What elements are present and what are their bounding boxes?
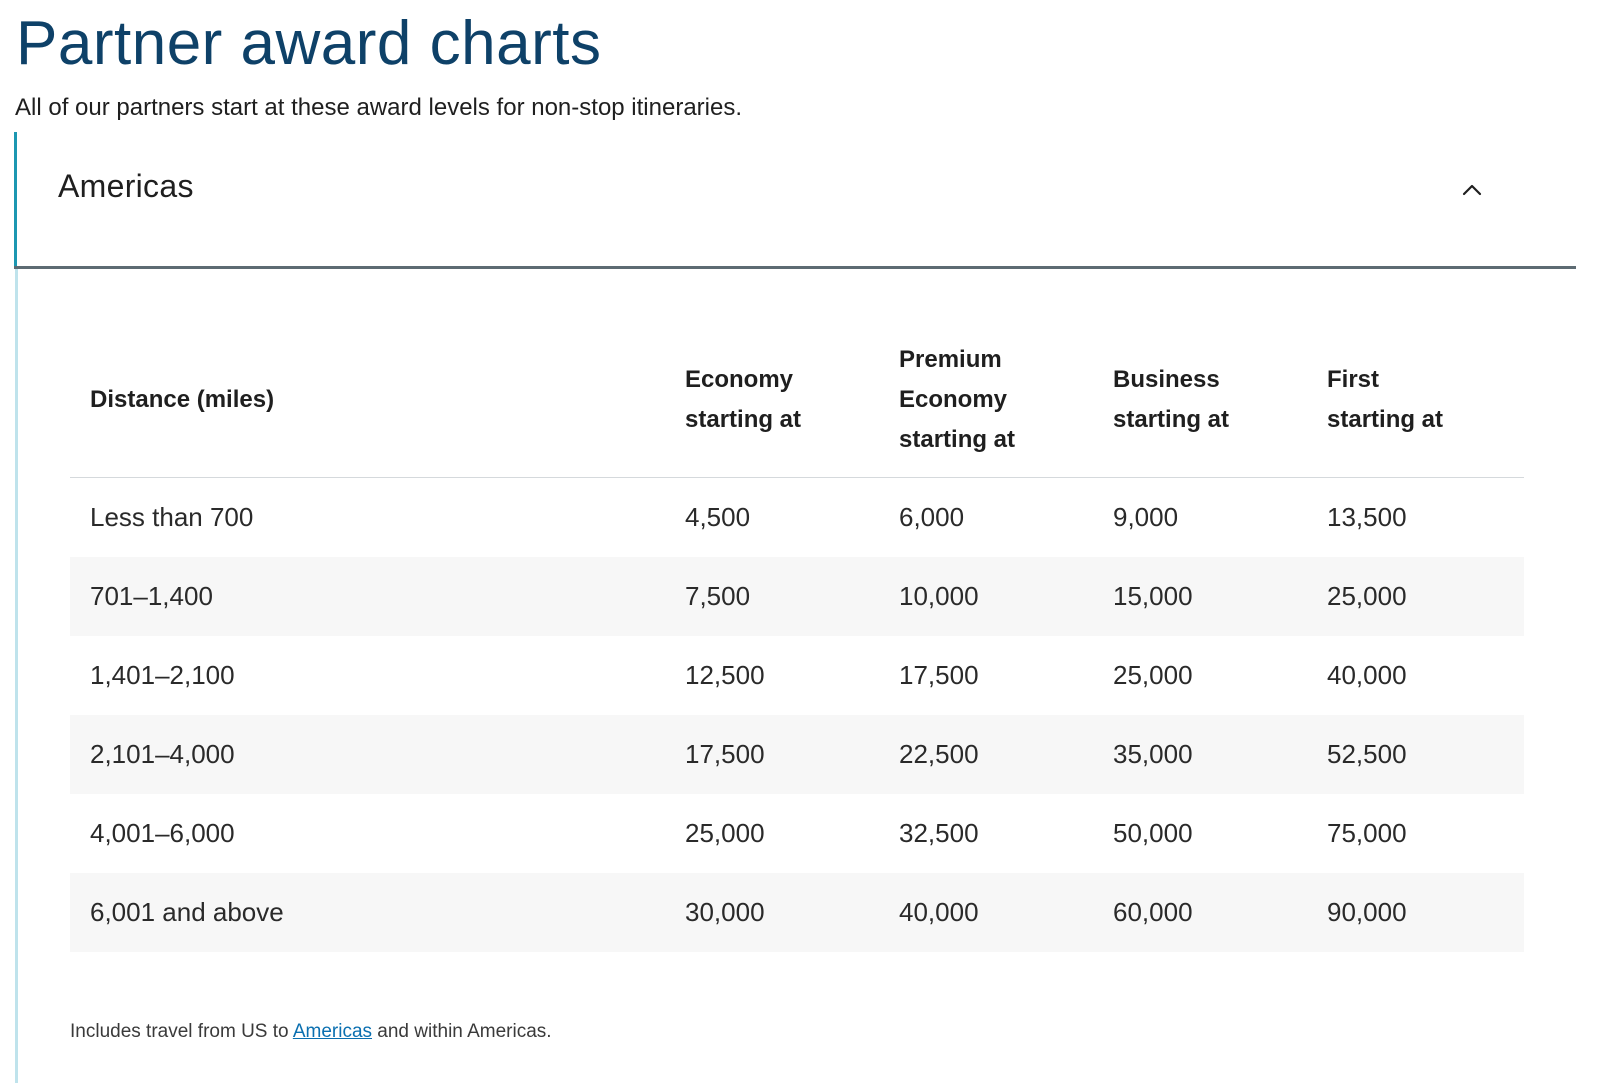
table-row: 6,001 and above 30,000 40,000 60,000 90,… <box>70 873 1524 952</box>
footnote-prefix: Includes travel from US to <box>70 1021 289 1042</box>
page-subtitle: All of our partners start at these award… <box>15 94 743 121</box>
cell-business: 50,000 <box>1113 818 1193 848</box>
table-row: 701–1,400 7,500 10,000 15,000 25,000 <box>70 557 1524 636</box>
cell-premium-economy: 17,500 <box>899 660 979 690</box>
header-first-line2: starting at <box>1327 405 1444 433</box>
cell-first: 13,500 <box>1327 502 1407 532</box>
header-first: First starting at <box>1307 322 1524 478</box>
table-row: Less than 700 4,500 6,000 9,000 13,500 <box>70 478 1524 558</box>
footnote-suffix: and within Americas. <box>377 1021 552 1042</box>
cell-business: 15,000 <box>1093 557 1307 636</box>
cell-first: 75,000 <box>1327 818 1407 848</box>
cell-economy: 4,500 <box>685 502 751 532</box>
cell-distance: 701–1,400 <box>70 557 665 636</box>
header-business-line2: starting at <box>1113 405 1230 433</box>
header-first-line1: First <box>1327 365 1380 393</box>
cell-premium-economy: 40,000 <box>879 873 1093 952</box>
page-title: Partner award charts <box>16 9 602 78</box>
cell-business: 60,000 <box>1093 873 1307 952</box>
footnote: Includes travel from US to Americas and … <box>70 1021 552 1043</box>
header-business-line1: Business <box>1113 365 1220 393</box>
accordion-header-americas[interactable]: Americas <box>14 132 1576 269</box>
cell-first: 52,500 <box>1307 715 1524 794</box>
accordion-panel-rail <box>15 268 18 1083</box>
award-chart-table: Distance (miles) Economy starting at Pre… <box>70 322 1524 952</box>
cell-economy: 12,500 <box>685 660 765 690</box>
cell-economy: 17,500 <box>665 715 879 794</box>
cell-economy: 7,500 <box>665 557 879 636</box>
table-row: 1,401–2,100 12,500 17,500 25,000 40,000 <box>70 636 1524 715</box>
header-premium-line1: Premium <box>899 345 1002 373</box>
cell-premium-economy: 22,500 <box>879 715 1093 794</box>
header-economy: Economy starting at <box>665 322 879 478</box>
accordion-accent-rail <box>14 132 17 268</box>
table-row: 2,101–4,000 17,500 22,500 35,000 52,500 <box>70 715 1524 794</box>
cell-premium-economy: 10,000 <box>879 557 1093 636</box>
cell-premium-economy: 6,000 <box>899 502 965 532</box>
cell-distance: 2,101–4,000 <box>70 715 665 794</box>
cell-distance: 4,001–6,000 <box>90 818 235 848</box>
cell-distance: 1,401–2,100 <box>90 660 235 690</box>
header-business: Business starting at <box>1093 322 1307 478</box>
cell-economy: 25,000 <box>685 818 765 848</box>
header-distance-label: Distance (miles) <box>90 385 275 413</box>
cell-premium-economy: 32,500 <box>899 818 979 848</box>
table-row: 4,001–6,000 25,000 32,500 50,000 75,000 <box>70 794 1524 873</box>
cell-business: 25,000 <box>1113 660 1193 690</box>
cell-first: 40,000 <box>1327 660 1407 690</box>
header-premium-line3: starting at <box>899 425 1016 453</box>
header-economy-line1: Economy <box>685 365 794 393</box>
cell-first: 25,000 <box>1307 557 1524 636</box>
americas-link[interactable]: Americas <box>292 1021 373 1042</box>
header-economy-line2: starting at <box>685 405 802 433</box>
table-header-row: Distance (miles) Economy starting at Pre… <box>70 322 1524 478</box>
cell-economy: 30,000 <box>665 873 879 952</box>
header-distance: Distance (miles) <box>70 322 665 478</box>
chevron-up-icon[interactable] <box>1460 178 1484 202</box>
header-premium-line2: Economy <box>899 385 1008 413</box>
americas-accordion: Americas Distance (miles) Economy starti… <box>14 132 1576 1083</box>
cell-business: 9,000 <box>1113 502 1179 532</box>
cell-distance: 6,001 and above <box>70 873 665 952</box>
cell-first: 90,000 <box>1307 873 1524 952</box>
header-premium-economy: Premium Economy starting at <box>879 322 1093 478</box>
accordion-title: Americas <box>58 168 194 204</box>
cell-distance: Less than 700 <box>90 502 254 532</box>
cell-business: 35,000 <box>1093 715 1307 794</box>
